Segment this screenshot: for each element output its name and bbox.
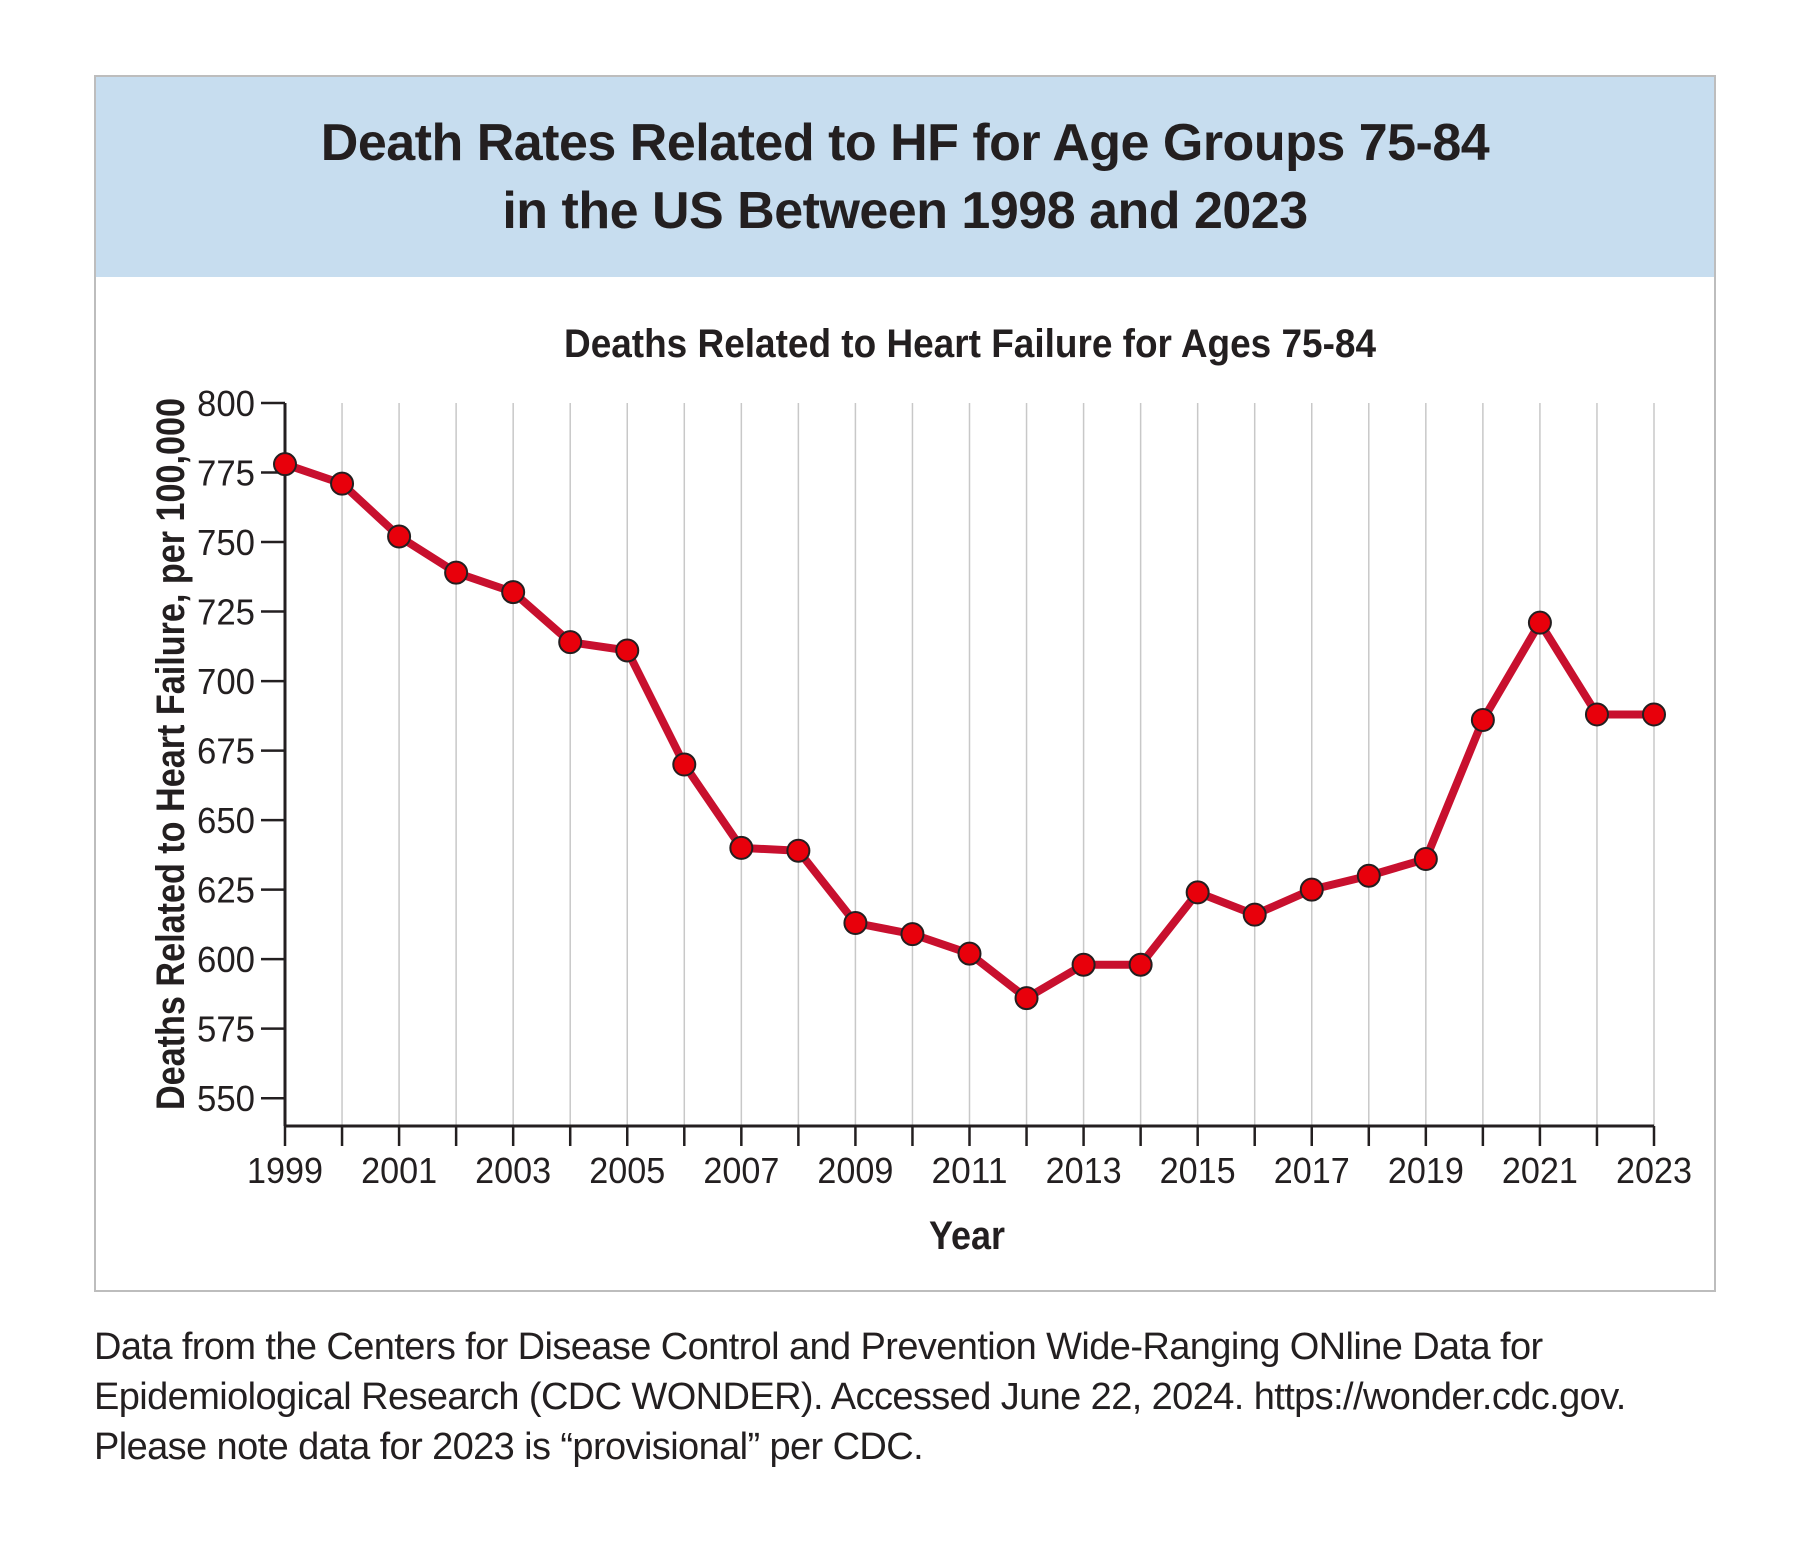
data-point-2012 (1014, 986, 1039, 1011)
x-tick-label-2009: 2009 (817, 1150, 893, 1191)
data-point-2001 (387, 524, 412, 549)
data-point-2017 (1299, 877, 1324, 902)
gridlines (284, 403, 1655, 1126)
data-point-2010 (900, 922, 925, 947)
data-point-2000 (330, 471, 355, 496)
x-tick-label-2023: 2023 (1616, 1150, 1692, 1191)
data-point-2020 (1470, 708, 1495, 733)
x-tick-label-2003: 2003 (475, 1150, 551, 1191)
caption-line-2: Epidemiological Research (CDC WONDER). A… (94, 1376, 1626, 1418)
x-tick-label-2001: 2001 (361, 1150, 437, 1191)
chart-title: Deaths Related to Heart Failure for Ages… (564, 322, 1377, 366)
y-tick-label-775: 775 (197, 453, 255, 494)
x-tick-label-1999: 1999 (247, 1150, 323, 1191)
y-tick-label-750: 750 (197, 522, 255, 563)
x-tick-label-2005: 2005 (589, 1150, 665, 1191)
y-tick-label-550: 550 (197, 1078, 255, 1119)
data-point-2007 (729, 835, 754, 860)
x-tick-label-2021: 2021 (1502, 1150, 1578, 1191)
data-point-2005 (615, 638, 640, 663)
y-axis-title: Deaths Related to Heart Failure, per 100… (149, 398, 193, 1110)
data-point-2019 (1413, 847, 1438, 872)
y-tick-label-625: 625 (197, 870, 255, 911)
data-point-2006 (672, 752, 697, 777)
x-axis-title: Year (929, 1214, 1005, 1258)
x-tick-label-2013: 2013 (1046, 1150, 1122, 1191)
axes (261, 401, 1656, 1146)
y-tick-label-650: 650 (197, 800, 255, 841)
y-tick-label-575: 575 (197, 1009, 255, 1050)
data-point-2003 (501, 580, 526, 605)
title-banner: Death Rates Related to HF for Age Groups… (96, 77, 1714, 277)
caption-line-1: Data from the Centers for Disease Contro… (94, 1326, 1543, 1368)
x-tick-label-2007: 2007 (703, 1150, 779, 1191)
data-point-2002 (444, 560, 469, 585)
data-point-2023 (1642, 702, 1666, 727)
banner-title-line-2: in the US Between 1998 and 2023 (502, 182, 1308, 240)
series-deaths (273, 452, 1666, 1011)
data-point-2008 (786, 838, 811, 863)
y-tick-label-600: 600 (197, 939, 255, 980)
caption-line-3: Please note data for 2023 is “provisiona… (94, 1426, 924, 1468)
banner-title-line-1: Death Rates Related to HF for Age Groups… (320, 114, 1490, 172)
chart-text: 550 575 600 625 650 675 700 725 750 775 800 1999 200… (149, 322, 1692, 1258)
data-point-2014 (1128, 952, 1153, 977)
y-tick-label-675: 675 (197, 731, 255, 772)
x-tick-label-2011: 2011 (932, 1150, 1008, 1191)
data-point-2009 (843, 911, 868, 936)
data-point-2022 (1584, 702, 1609, 727)
data-point-2011 (957, 941, 982, 966)
source-caption: Data from the Centers for Disease Contro… (94, 1322, 1774, 1472)
x-tick-label-2015: 2015 (1160, 1150, 1236, 1191)
data-point-2021 (1527, 610, 1552, 635)
data-point-2016 (1242, 902, 1267, 927)
chart-frame: Death Rates Related to HF for Age Groups… (94, 75, 1716, 1292)
y-tick-label-725: 725 (197, 592, 255, 633)
y-tick-label-800: 800 (197, 383, 255, 424)
data-point-2015 (1185, 880, 1210, 905)
y-tick-label-700: 700 (197, 661, 255, 702)
x-tick-label-2017: 2017 (1274, 1150, 1350, 1191)
data-point-2013 (1071, 952, 1096, 977)
data-point-2004 (558, 630, 583, 655)
data-point-2018 (1356, 863, 1381, 888)
x-tick-label-2019: 2019 (1388, 1150, 1464, 1191)
data-point-1999 (273, 452, 297, 477)
